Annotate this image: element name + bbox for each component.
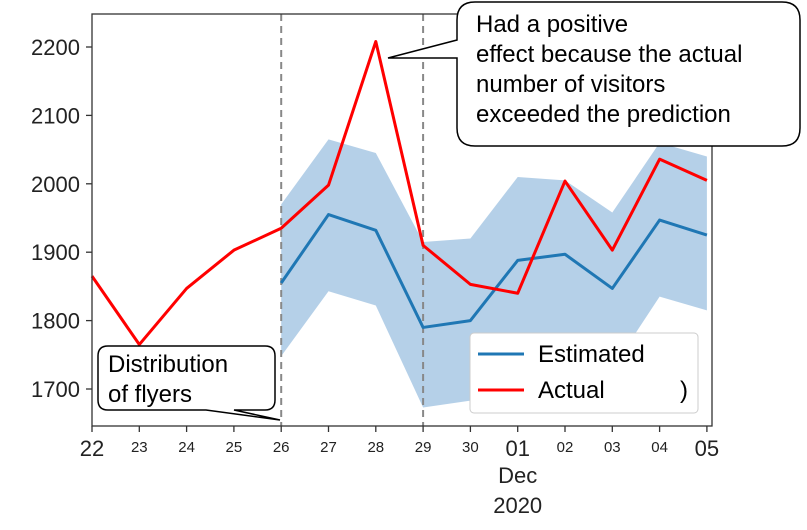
callout-positive-line-3: number of visitors xyxy=(476,71,665,98)
x-tick-label: 01 xyxy=(505,436,529,461)
y-axis-ticks: 1700 1800 1900 2000 2100 2200 xyxy=(31,35,92,402)
series-line-actual xyxy=(90,40,708,347)
y-tick-label: 1700 xyxy=(31,377,80,402)
x-tick-label: 30 xyxy=(462,439,479,456)
legend-box xyxy=(469,332,699,414)
callout-positive-line-2: effect because the actual xyxy=(476,41,742,68)
x-year-label: 2020 xyxy=(493,493,542,518)
legend: Estimated Actual ) xyxy=(469,332,699,414)
legend-stray-glyph: ) xyxy=(680,377,688,404)
y-tick-label: 1900 xyxy=(31,240,80,265)
x-tick-label: 29 xyxy=(415,439,432,456)
callout-flyers-line-2: of flyers xyxy=(108,381,192,408)
callout-positive-line-1: Had a positive xyxy=(476,11,628,38)
callout-flyer-distribution: Distribution of flyers xyxy=(97,345,281,421)
legend-label-estimated: Estimated xyxy=(538,341,645,368)
legend-label-actual: Actual xyxy=(538,377,605,404)
x-axis-ticks: 22 23 24 25 26 27 28 29 30 01 02 03 04 05 xyxy=(80,426,719,461)
series-lines xyxy=(90,40,708,347)
y-tick-label: 2000 xyxy=(31,172,80,197)
series-line-estimated xyxy=(279,213,708,329)
x-tick-label: 26 xyxy=(273,439,290,456)
callout-positive-bubble xyxy=(387,1,801,147)
callout-flyers-line-1: Distribution xyxy=(108,351,228,378)
x-tick-label: 28 xyxy=(367,439,384,456)
x-tick-label: 02 xyxy=(557,439,574,456)
x-tick-label: 27 xyxy=(320,439,337,456)
x-month-label: Dec xyxy=(498,463,537,488)
callout-positive-effect: Had a positive effect because the actual… xyxy=(387,1,801,147)
x-tick-label: 22 xyxy=(80,436,104,461)
x-tick-label: 05 xyxy=(695,436,719,461)
callout-positive-line-4: exceeded the prediction xyxy=(476,101,731,128)
x-tick-label: 04 xyxy=(651,439,668,456)
callout-flyers-bubble xyxy=(97,345,281,421)
y-tick-label: 1800 xyxy=(31,309,80,334)
x-tick-label: 23 xyxy=(131,439,148,456)
y-tick-label: 2100 xyxy=(31,103,80,128)
y-tick-label: 2200 xyxy=(31,35,80,60)
plot-frame xyxy=(91,13,713,427)
x-tick-label: 24 xyxy=(178,439,195,456)
x-tick-label: 25 xyxy=(226,439,243,456)
x-tick-label: 03 xyxy=(604,439,621,456)
event-vlines xyxy=(280,14,425,426)
